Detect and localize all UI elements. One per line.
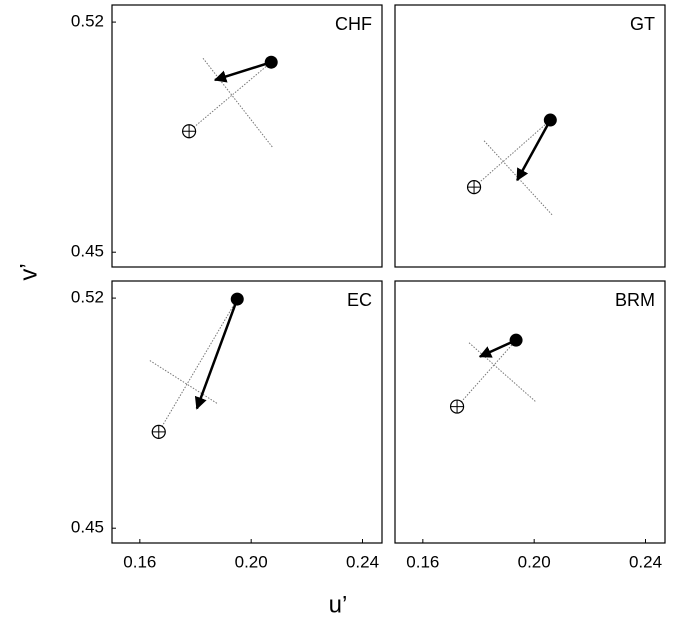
start-point xyxy=(509,333,523,347)
panel-frame xyxy=(111,280,383,544)
start-point xyxy=(230,292,244,306)
x-axis-label: u’ xyxy=(329,591,348,618)
shift-arrow xyxy=(516,119,552,182)
panel-title: GT xyxy=(630,14,655,34)
y-tick-label: 0.45 xyxy=(71,518,104,537)
panel-frame xyxy=(111,4,383,268)
panel-frame xyxy=(394,4,666,268)
target-cross xyxy=(467,180,481,194)
x-tick-label: 0.20 xyxy=(518,552,551,571)
guide-line xyxy=(456,339,517,407)
y-tick-label: 0.52 xyxy=(71,12,104,31)
guide-line xyxy=(188,61,272,132)
guide-line xyxy=(473,119,551,188)
target-cross xyxy=(182,124,196,138)
cross-line xyxy=(483,140,553,216)
panel-frame xyxy=(394,280,666,544)
cross-line xyxy=(468,342,536,402)
start-point xyxy=(264,55,278,69)
start-point xyxy=(543,113,557,127)
x-tick-label: 0.24 xyxy=(629,552,662,571)
shift-arrow xyxy=(478,339,517,358)
panel-title: BRM xyxy=(615,290,655,310)
target-cross xyxy=(450,400,464,414)
y-tick-label: 0.45 xyxy=(71,242,104,261)
x-tick-label: 0.24 xyxy=(346,552,379,571)
panel-title: EC xyxy=(347,290,372,310)
x-tick-label: 0.16 xyxy=(406,552,439,571)
shift-arrow xyxy=(194,298,239,410)
x-tick-label: 0.16 xyxy=(123,552,156,571)
x-tick-label: 0.20 xyxy=(235,552,268,571)
shift-arrow xyxy=(213,61,272,83)
y-tick-label: 0.52 xyxy=(71,288,104,307)
y-axis-label: v’ xyxy=(15,263,42,280)
target-cross xyxy=(152,425,166,439)
panel-title: CHF xyxy=(335,14,372,34)
guide-line xyxy=(158,298,238,433)
